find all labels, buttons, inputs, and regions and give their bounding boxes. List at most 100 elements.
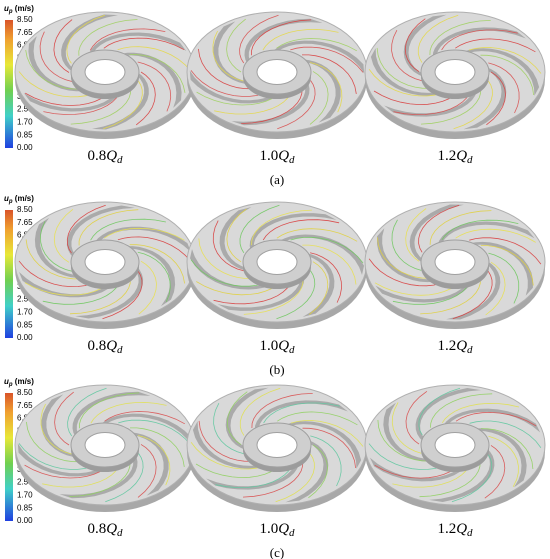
streamline (66, 14, 105, 64)
blade (375, 279, 473, 303)
blade (130, 432, 169, 496)
streamline (103, 227, 185, 241)
streamline (374, 464, 456, 479)
blade (254, 400, 348, 430)
streamline (25, 92, 106, 106)
streamline (25, 239, 80, 280)
panel-label: (b) (269, 362, 284, 377)
streamline (226, 391, 248, 445)
streamline (18, 443, 92, 470)
streamline (418, 204, 460, 253)
blade (189, 70, 281, 104)
streamline (214, 93, 291, 115)
blade (432, 27, 526, 57)
streamline (26, 421, 80, 463)
blade (249, 213, 337, 251)
blade (273, 40, 365, 74)
streamline (196, 281, 277, 296)
case-caption: 1.0Qd (259, 521, 295, 539)
case-caption: 0.8Qd (87, 148, 123, 166)
text-part: 1.2 (437, 521, 456, 537)
streamline (66, 204, 106, 254)
text-part: 0.8 (87, 521, 106, 537)
streamline (486, 71, 506, 126)
streamline (480, 245, 534, 286)
colorbar-tick-label: 2.55 (17, 105, 33, 114)
streamline (251, 19, 312, 56)
streamline (480, 54, 534, 96)
streamline (190, 259, 263, 287)
streamline (368, 258, 441, 287)
streamline (79, 392, 140, 429)
streamline (308, 261, 329, 315)
streamline (441, 219, 519, 241)
blade (443, 408, 541, 433)
streamline (429, 20, 491, 56)
blade (190, 249, 275, 290)
streamline (118, 419, 192, 446)
streamline (484, 445, 506, 499)
blade (72, 391, 151, 437)
streamline (190, 442, 263, 470)
text-part: d (117, 527, 123, 539)
streamline (103, 37, 185, 51)
streamline (290, 236, 364, 264)
impeller (364, 11, 546, 139)
streamline (290, 46, 364, 73)
streamline (18, 71, 92, 98)
streamline (213, 283, 291, 305)
streamline (393, 93, 470, 116)
colorbar-tick-label: 1.70 (17, 118, 33, 127)
blade (66, 205, 135, 258)
hub-hole (434, 432, 476, 458)
streamline (135, 71, 156, 126)
streamline (420, 278, 481, 315)
blade (469, 241, 533, 296)
colorbar (5, 393, 13, 521)
text-part: Q (456, 338, 467, 354)
streamline (195, 463, 277, 479)
text-part: 1.0 (259, 148, 278, 164)
streamline (276, 228, 358, 242)
hub-hole (256, 59, 298, 85)
colorbar-tick-label: 0.00 (17, 143, 33, 152)
streamline (103, 80, 143, 130)
streamline (130, 427, 185, 467)
text-part: u (4, 194, 9, 203)
streamline (262, 28, 339, 51)
streamline (455, 228, 536, 243)
colorbar-tick-label: 2.55 (17, 478, 33, 487)
streamline (468, 47, 542, 74)
streamline (53, 19, 73, 73)
case-caption: 1.0Qd (259, 148, 295, 166)
text-part: 1.2 (437, 338, 456, 354)
streamline (277, 411, 358, 426)
blade (463, 48, 540, 96)
streamline (43, 93, 120, 115)
streamline (104, 411, 185, 425)
text-part: p (8, 9, 13, 15)
text-part: 1.2 (437, 148, 456, 164)
streamline (417, 14, 459, 63)
streamline (70, 88, 131, 125)
streamline (488, 435, 519, 487)
streamline (263, 402, 340, 424)
streamline (453, 80, 493, 130)
impeller (364, 384, 546, 512)
text-part: 1.0 (259, 521, 278, 537)
text-part: Q (456, 521, 467, 537)
blade (192, 421, 269, 469)
streamline (117, 236, 192, 263)
blade (384, 87, 478, 117)
text-part: Q (278, 338, 289, 354)
streamline (39, 31, 73, 82)
hub-hole (434, 59, 476, 85)
colorbar-tick-label: 0.85 (17, 130, 33, 139)
colorbar-tick-label: 8.50 (17, 388, 33, 397)
text-part: Q (456, 148, 467, 164)
streamline (213, 403, 244, 454)
streamline (368, 443, 442, 470)
streamline (212, 220, 244, 272)
impeller (364, 201, 546, 329)
